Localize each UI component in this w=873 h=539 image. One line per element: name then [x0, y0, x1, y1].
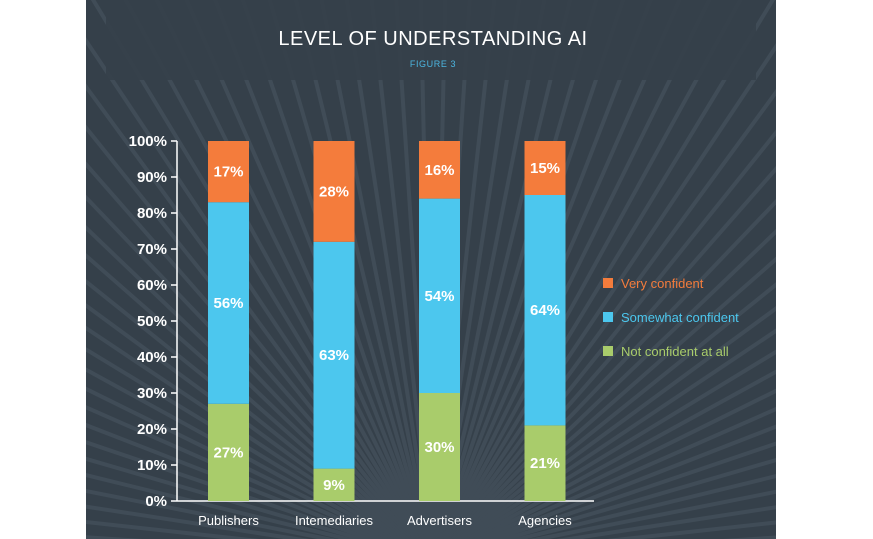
background-ray [369, 0, 433, 539]
background-ray [497, 457, 776, 539]
y-tick-label: 30% [137, 385, 167, 402]
bar-segment [208, 141, 249, 203]
background-ray [463, 349, 776, 539]
background-ray [240, 0, 428, 539]
legend-label: Very confident [621, 276, 704, 291]
x-tick-label: Publishers [198, 513, 259, 528]
background-ray [556, 505, 776, 539]
background-ray [86, 405, 391, 539]
background-ray [86, 386, 395, 539]
legend-label: Not confident at all [621, 344, 729, 359]
background-ray [86, 473, 356, 539]
chart-title: LEVEL OF UNDERSTANDING AI [278, 28, 587, 50]
background-ray [86, 347, 403, 539]
background-ray [460, 328, 776, 539]
y-tick-label: 20% [137, 421, 167, 438]
y-tick-label: 10% [137, 457, 167, 474]
background-ray [438, 0, 626, 539]
data-label: 64% [530, 302, 560, 319]
bar-segment [524, 425, 566, 501]
background-ray [528, 489, 776, 539]
y-tick-label: 100% [129, 133, 167, 150]
y-tick-label: 40% [137, 349, 167, 366]
y-tick-label: 0% [145, 493, 167, 510]
y-tick-label: 80% [137, 205, 167, 222]
chart-panel: LEVEL OF UNDERSTANDING AI FIGURE 3 0% 10%… [86, 0, 776, 539]
y-tick-label: 50% [137, 313, 167, 330]
stacked-bar-chart: LEVEL OF UNDERSTANDING AI FIGURE 3 0% 10%… [86, 0, 776, 539]
background-ray [86, 456, 369, 539]
bar-segment [208, 403, 249, 501]
background-ray [86, 303, 408, 539]
background-ray [455, 282, 776, 539]
legend-label: Somewhat confident [621, 310, 739, 325]
background-ray [86, 278, 411, 539]
background-ray [319, 0, 431, 539]
data-label: 54% [424, 288, 454, 305]
data-label: 63% [319, 347, 349, 364]
legend-swatch [603, 346, 613, 356]
data-label: 16% [424, 162, 454, 179]
bar-segment [419, 393, 460, 501]
data-label: 27% [213, 444, 243, 461]
x-tick-label: Agencies [518, 513, 572, 528]
background-ray [450, 198, 776, 539]
background-ray [458, 306, 776, 539]
data-label: 21% [530, 455, 560, 472]
background-ray [475, 406, 776, 539]
legend: Very confident Somewhat confident Not conf… [603, 276, 739, 359]
background-ray [293, 0, 430, 539]
bar-segment [524, 141, 566, 195]
background-ray [86, 194, 416, 539]
y-tick-label: 70% [137, 241, 167, 258]
data-label: 30% [424, 439, 454, 456]
title-backdrop [106, 0, 756, 80]
background-ray [86, 225, 414, 539]
background-ray [467, 369, 776, 539]
x-tick-label: Intemediaries [295, 513, 374, 528]
background-ray [86, 504, 310, 539]
bar-segment [313, 141, 355, 242]
legend-swatch [603, 312, 613, 322]
background-ray [86, 519, 260, 539]
y-tick-label: 60% [137, 277, 167, 294]
background-ray [86, 161, 418, 539]
background-ray [453, 256, 776, 539]
background-ray [488, 441, 776, 539]
background-ray [481, 424, 776, 539]
background-ray [510, 474, 776, 539]
background-ray [344, 0, 432, 539]
data-label: 15% [530, 160, 560, 177]
background-ray [452, 228, 776, 539]
bar-segment [419, 141, 460, 199]
axes: 0% 10% 20% 30% 40% 50% 60% 70% 80% 90% 100% [129, 133, 594, 510]
background-ray [471, 388, 776, 539]
data-label: 9% [323, 477, 345, 494]
x-tick-label: Advertisers [407, 513, 473, 528]
bar-segment [524, 195, 566, 426]
data-label: 28% [319, 183, 349, 200]
data-label: 17% [213, 164, 243, 181]
background-ray [436, 0, 573, 539]
background-ray [267, 0, 429, 539]
background-ray [86, 488, 338, 539]
background-ray [86, 325, 406, 539]
legend-swatch [603, 278, 613, 288]
chart-subtitle: FIGURE 3 [410, 59, 456, 69]
background-ray [435, 0, 547, 539]
bar-segment [208, 202, 249, 404]
background-ray [86, 124, 419, 539]
bars: 27% 56% 17% Publishers 9% 63% 28% Intemediaries… [198, 141, 572, 528]
background-ray [86, 253, 413, 539]
bar-segment [313, 468, 355, 501]
data-label: 56% [213, 295, 243, 312]
y-tick-label: 90% [137, 169, 167, 186]
background-ray [437, 0, 599, 539]
background-ray [434, 0, 522, 539]
bar-segment [313, 241, 355, 469]
background-ray [86, 367, 399, 539]
background-ray [606, 520, 776, 539]
bar-segment [419, 198, 460, 393]
